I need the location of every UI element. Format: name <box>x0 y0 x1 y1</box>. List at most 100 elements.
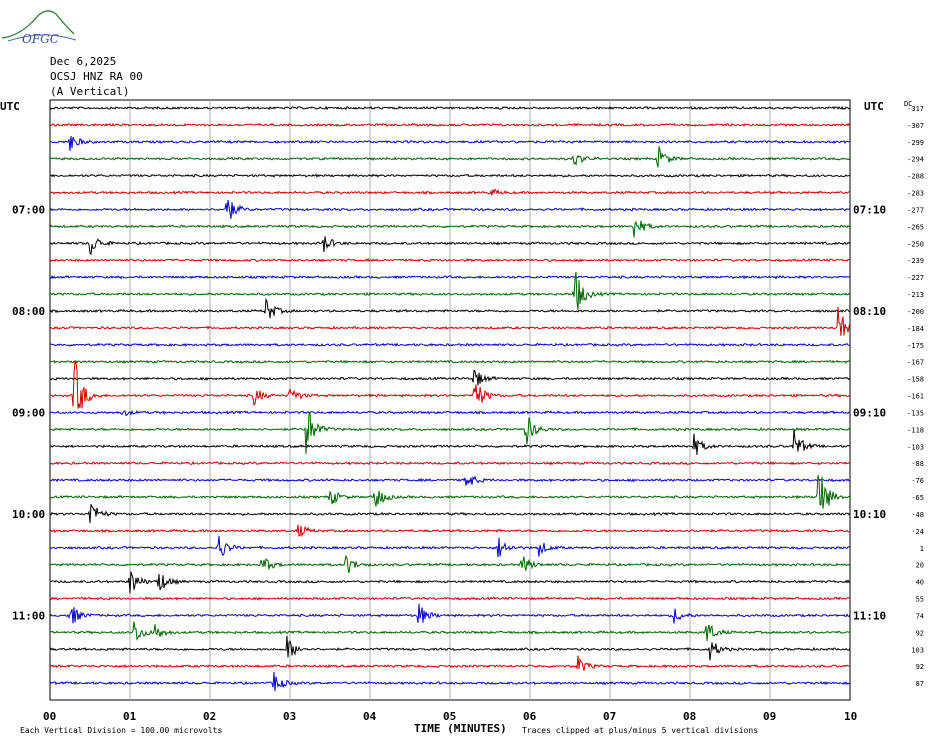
seismic-traces <box>49 105 851 692</box>
x-tick-label: 05 <box>443 710 456 723</box>
right-time-label: 09:10 <box>853 406 886 419</box>
dc-offset-label: 74 <box>916 612 924 620</box>
x-tick-label: 04 <box>363 710 377 723</box>
trace-line <box>49 342 850 348</box>
trace-line <box>49 535 851 558</box>
x-axis-ticks: 00 01 02 03 04 05 06 07 08 09 10 <box>43 710 857 723</box>
left-time-label: 07:00 <box>12 203 45 216</box>
trace-line <box>49 297 851 319</box>
x-tick-label: 01 <box>123 710 137 723</box>
left-time-label: 11:00 <box>12 609 45 622</box>
x-tick-label: 07 <box>603 710 616 723</box>
dc-offset-label: -317 <box>907 105 924 113</box>
trace-line <box>49 603 851 624</box>
dc-offset-label: -288 <box>907 173 924 181</box>
dc-offset-label: 92 <box>916 629 924 637</box>
x-tick-label: 09 <box>763 710 776 723</box>
trace-line <box>49 554 851 574</box>
trace-line <box>49 146 851 168</box>
dc-offset-label: -118 <box>907 426 924 434</box>
dc-offset-label: -227 <box>907 274 924 282</box>
dc-offset-label: -88 <box>911 460 924 468</box>
x-tick-label: 03 <box>283 710 296 723</box>
trace-line <box>49 655 851 671</box>
dc-offset-label: -48 <box>911 511 924 519</box>
right-axis-title: UTC <box>864 100 884 113</box>
dc-offset-label: 87 <box>916 680 924 688</box>
x-axis-label: TIME (MINUTES) <box>414 722 507 735</box>
logo-text: OFGC <box>22 32 59 46</box>
dc-offset-label: -213 <box>907 291 924 299</box>
dc-offset-label: -175 <box>907 342 924 350</box>
trace-line <box>49 257 851 263</box>
dc-axis-title: DC <box>904 100 912 108</box>
dc-offset-label: -103 <box>907 443 924 451</box>
x-tick-label: 10 <box>844 710 857 723</box>
dc-offset-label: -65 <box>911 494 924 502</box>
dc-offset-label: -294 <box>907 156 924 164</box>
trace-line <box>49 306 851 336</box>
trace-line <box>49 524 851 538</box>
right-time-label: 10:10 <box>853 508 886 521</box>
trace-line <box>49 105 851 111</box>
trace-line <box>49 369 851 386</box>
trace-line <box>49 504 851 524</box>
dc-offset-label: -184 <box>907 325 924 333</box>
trace-line <box>49 136 851 151</box>
dc-offset-label: -299 <box>907 139 924 147</box>
dc-offset-label: -265 <box>907 223 924 231</box>
right-time-labels: 07:10 08:10 09:10 10:10 11:10 <box>853 203 886 622</box>
dc-offset-label: -307 <box>907 122 924 130</box>
dc-offset-labels: -317 -307 -299 -294 -288 -283 -277 -265 -250 -239… <box>907 105 924 688</box>
dc-offset-label: -283 <box>907 190 924 198</box>
ofgc-logo: OFGC <box>1 10 77 46</box>
trace-line <box>49 409 851 417</box>
trace-line <box>49 475 851 486</box>
trace-line <box>49 220 851 238</box>
trace-line <box>49 474 851 509</box>
left-time-label: 10:00 <box>12 508 45 521</box>
left-time-label: 08:00 <box>12 305 45 318</box>
station-label: OCSJ HNZ RA 00 <box>50 70 143 83</box>
trace-line <box>49 671 851 692</box>
dc-offset-label: 55 <box>916 596 924 604</box>
dc-offset-label: 40 <box>916 579 924 587</box>
trace-line <box>49 460 851 466</box>
minute-grid <box>129 100 771 700</box>
right-time-label: 08:10 <box>853 305 886 318</box>
dc-offset-label: -135 <box>907 409 924 417</box>
trace-line <box>49 429 851 455</box>
right-time-label: 07:10 <box>853 203 886 216</box>
trace-line <box>49 200 851 219</box>
dc-offset-label: -239 <box>907 257 924 265</box>
trace-line <box>49 596 851 601</box>
left-time-label: 09:00 <box>12 406 45 419</box>
x-tick-label: 08 <box>683 710 696 723</box>
dc-offset-label: -76 <box>911 477 924 485</box>
trace-line <box>49 571 851 594</box>
x-tick-label: 06 <box>523 710 537 723</box>
dc-offset-label: 103 <box>911 646 924 654</box>
dc-offset-label: 20 <box>916 562 924 570</box>
dc-offset-label: 1 <box>920 545 924 553</box>
trace-line <box>49 188 850 196</box>
trace-line <box>49 274 851 280</box>
dc-offset-label: -158 <box>907 376 924 384</box>
dc-offset-label: -167 <box>907 359 924 367</box>
right-time-label: 11:10 <box>853 609 886 622</box>
dc-offset-label: -24 <box>911 528 924 536</box>
trace-line <box>49 236 851 256</box>
trace-line <box>49 122 851 128</box>
x-tick-label: 02 <box>203 710 216 723</box>
trace-line <box>49 173 851 178</box>
x-tick-label: 00 <box>43 710 56 723</box>
dc-offset-label: -161 <box>907 393 924 401</box>
trace-line <box>49 621 851 642</box>
left-axis-title: UTC <box>0 100 20 113</box>
left-time-labels: 07:00 08:00 09:00 10:00 11:00 <box>12 203 45 622</box>
footer-left-note: Each Vertical Division = 100.00 microvol… <box>20 726 222 735</box>
dc-offset-label: 92 <box>916 663 924 671</box>
dc-offset-label: -250 <box>907 240 924 248</box>
dc-offset-label: -277 <box>907 206 924 214</box>
